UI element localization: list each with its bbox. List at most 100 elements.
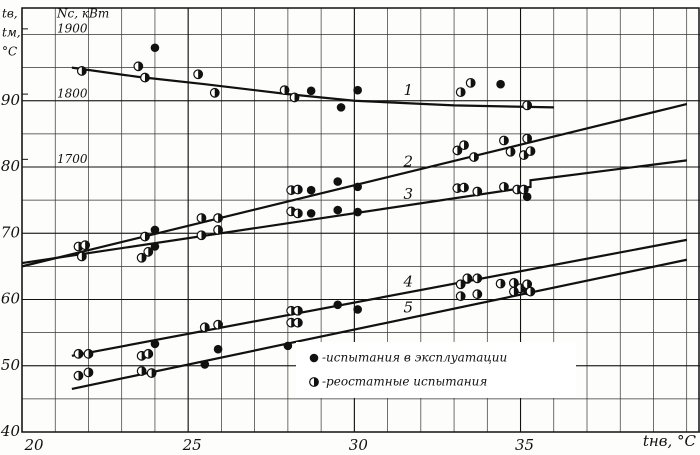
point xyxy=(213,344,223,354)
point-half xyxy=(474,152,479,162)
y2-tick-label: 1800 xyxy=(57,87,88,101)
point xyxy=(292,184,303,195)
y-axis-label: tв, xyxy=(2,7,18,21)
point xyxy=(213,225,223,235)
point xyxy=(459,140,469,151)
point xyxy=(306,86,316,96)
point-dot xyxy=(306,209,316,218)
point-half xyxy=(527,134,532,143)
curve-label: 3 xyxy=(404,185,414,203)
point-dot xyxy=(306,185,316,195)
y2-tick-label: 1900 xyxy=(57,21,88,35)
point-half xyxy=(477,289,482,299)
y-tick-label: 90 xyxy=(1,91,21,109)
point-dot xyxy=(522,192,532,202)
point xyxy=(522,192,532,202)
point-half xyxy=(148,247,153,257)
point xyxy=(140,72,150,83)
point-half xyxy=(467,274,472,283)
y-tick-label: 60 xyxy=(1,290,21,308)
point-half xyxy=(297,306,303,316)
point xyxy=(499,181,509,192)
legend-box xyxy=(296,342,576,398)
point xyxy=(495,278,506,289)
y-tick-label: 40 xyxy=(0,422,20,440)
curve-label: 4 xyxy=(403,272,414,290)
point xyxy=(193,69,204,80)
point xyxy=(213,213,223,223)
point xyxy=(76,66,87,76)
point-half xyxy=(81,252,87,261)
point-half xyxy=(297,209,303,218)
point-dot xyxy=(213,344,223,354)
point xyxy=(292,317,303,328)
point xyxy=(136,366,147,376)
point xyxy=(73,348,84,359)
y2-axis-label: Nc, кВт xyxy=(56,7,109,21)
point-half xyxy=(151,368,156,378)
point-half xyxy=(148,349,153,359)
point-half xyxy=(513,287,519,296)
point xyxy=(306,209,316,218)
point-half xyxy=(530,287,535,296)
point-half xyxy=(85,240,90,250)
point-half xyxy=(527,279,532,289)
point xyxy=(462,273,473,284)
point-dot xyxy=(200,360,210,369)
point xyxy=(522,133,533,144)
point xyxy=(353,182,362,192)
point-half xyxy=(78,371,83,380)
point xyxy=(83,367,94,378)
point xyxy=(146,368,157,378)
point xyxy=(292,305,303,316)
point xyxy=(522,100,533,111)
point-dot xyxy=(150,225,160,235)
point xyxy=(309,353,319,363)
curve-label: 2 xyxy=(403,153,414,171)
point xyxy=(472,186,483,197)
point-half xyxy=(510,147,515,157)
point xyxy=(279,85,290,96)
curve-label: 1 xyxy=(404,81,414,99)
point xyxy=(143,348,154,359)
point xyxy=(353,305,362,314)
point xyxy=(306,185,316,195)
point-half xyxy=(218,213,223,223)
point xyxy=(150,242,160,251)
point xyxy=(196,213,207,223)
curve xyxy=(21,159,687,265)
point xyxy=(518,184,529,195)
point xyxy=(459,182,469,193)
point-half xyxy=(218,320,223,329)
point-dot xyxy=(333,177,343,186)
point-dot xyxy=(309,353,319,363)
point xyxy=(150,43,160,53)
y-tick-label: 70 xyxy=(1,223,21,241)
x-tick-label: 35 xyxy=(515,436,534,454)
point xyxy=(136,252,147,263)
point-half xyxy=(460,291,465,301)
point-half xyxy=(81,66,87,76)
point-half xyxy=(78,349,83,359)
point xyxy=(133,61,144,72)
point xyxy=(455,291,466,302)
point xyxy=(333,205,343,215)
point-half xyxy=(500,279,505,288)
point xyxy=(455,279,466,290)
point-half xyxy=(218,225,223,235)
point-half xyxy=(88,368,93,377)
point xyxy=(455,87,466,98)
point-half xyxy=(464,183,469,192)
point xyxy=(472,289,483,300)
point-half xyxy=(138,62,143,71)
x-tick-label: 25 xyxy=(182,436,202,454)
point xyxy=(522,279,533,290)
point-half xyxy=(314,377,319,387)
curve-label: 5 xyxy=(404,299,414,317)
point xyxy=(465,77,476,88)
point xyxy=(353,85,362,95)
point xyxy=(472,273,483,284)
point-half xyxy=(201,230,206,240)
point-dot xyxy=(353,182,362,192)
point-dot xyxy=(283,341,293,351)
